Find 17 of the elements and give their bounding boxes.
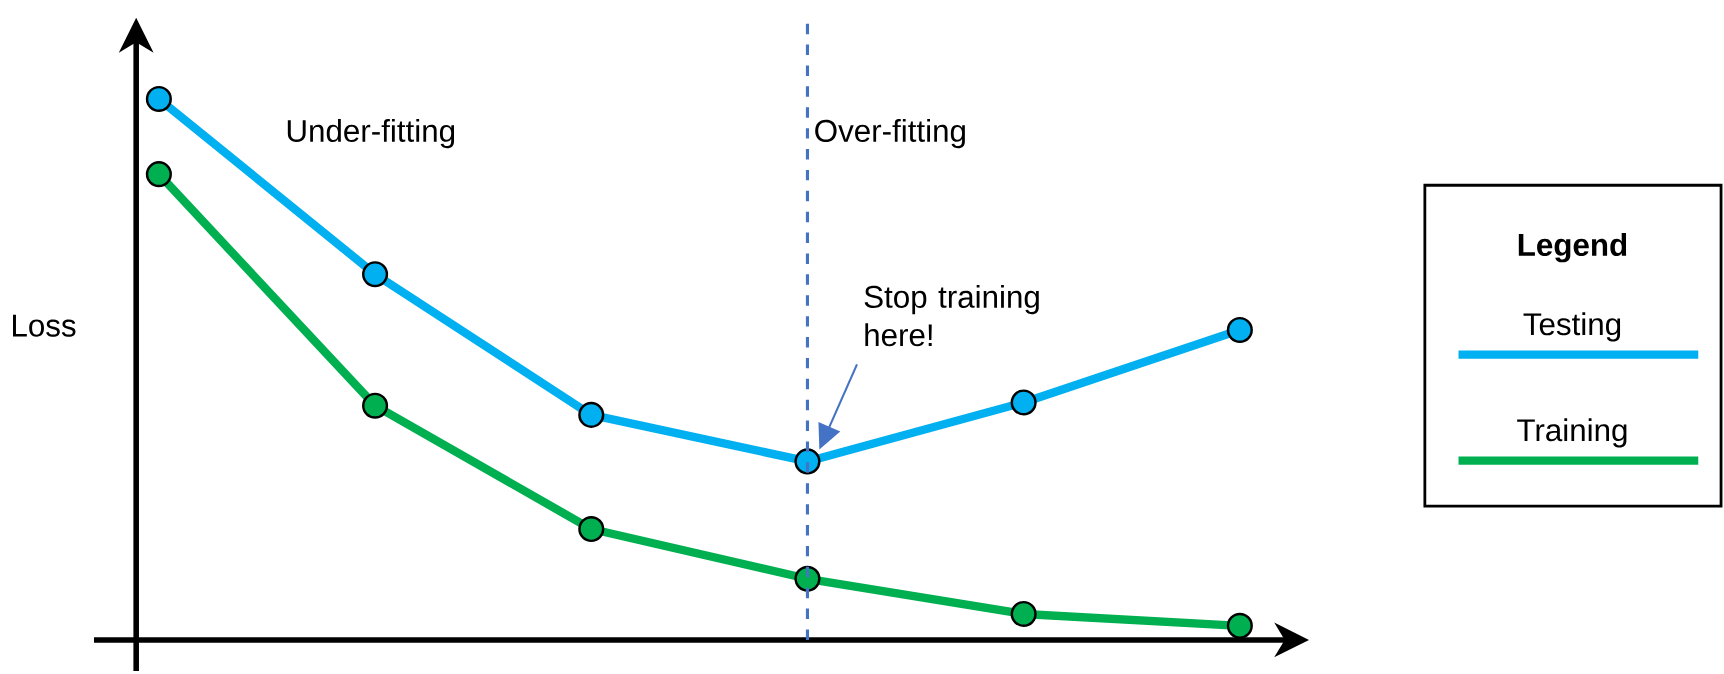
text: Training bbox=[1517, 418, 1627, 448]
y-axis-title: Loss bbox=[13, 314, 76, 337]
point bbox=[145, 86, 172, 113]
annotation: Under-fitting bbox=[287, 119, 455, 149]
legend-title: Legend bbox=[1518, 233, 1627, 263]
point bbox=[1010, 389, 1037, 416]
point bbox=[1226, 317, 1253, 344]
annotation: Over-fitting bbox=[815, 119, 965, 149]
annotation: Stop training here! bbox=[864, 285, 1039, 347]
point bbox=[362, 392, 389, 419]
point bbox=[145, 161, 172, 188]
point bbox=[578, 516, 605, 543]
text: Testing bbox=[1523, 312, 1621, 342]
point bbox=[362, 261, 389, 288]
point bbox=[578, 401, 605, 429]
point bbox=[1010, 601, 1037, 628]
point bbox=[1226, 612, 1253, 640]
